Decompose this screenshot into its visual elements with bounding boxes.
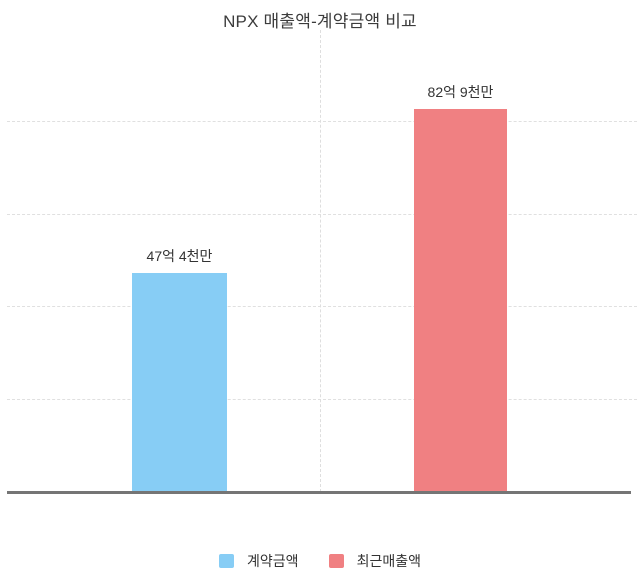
legend-item-contract-amount[interactable]: 계약금액 (219, 551, 299, 571)
vertical-gridline (320, 30, 321, 492)
legend: 계약금액 최근매출액 (0, 551, 640, 571)
horizontal-gridline (7, 398, 637, 400)
legend-label-recent-sales: 최근매출액 (356, 553, 421, 569)
bar-group-recent-sales: 82억 9천만 (414, 82, 507, 492)
chart-title: NPX 매출액-계약금액 비교 (223, 12, 417, 31)
bar-value-label: 82억 9천만 (427, 84, 494, 100)
horizontal-gridline (7, 306, 637, 308)
legend-label-contract-amount: 계약금액 (247, 553, 299, 569)
horizontal-gridline (7, 213, 637, 215)
legend-swatch-contract-amount (219, 554, 235, 568)
bar-value-label: 47억 4천만 (146, 248, 213, 264)
legend-swatch-recent-sales (328, 554, 344, 568)
horizontal-gridline (7, 121, 637, 123)
bar-contract-amount[interactable] (132, 273, 227, 492)
bar-group-contract-amount: 47억 4천만 (132, 246, 227, 492)
bar-recent-sales[interactable] (414, 109, 507, 492)
legend-item-recent-sales[interactable]: 최근매출액 (328, 551, 421, 571)
x-axis-line (7, 491, 631, 494)
